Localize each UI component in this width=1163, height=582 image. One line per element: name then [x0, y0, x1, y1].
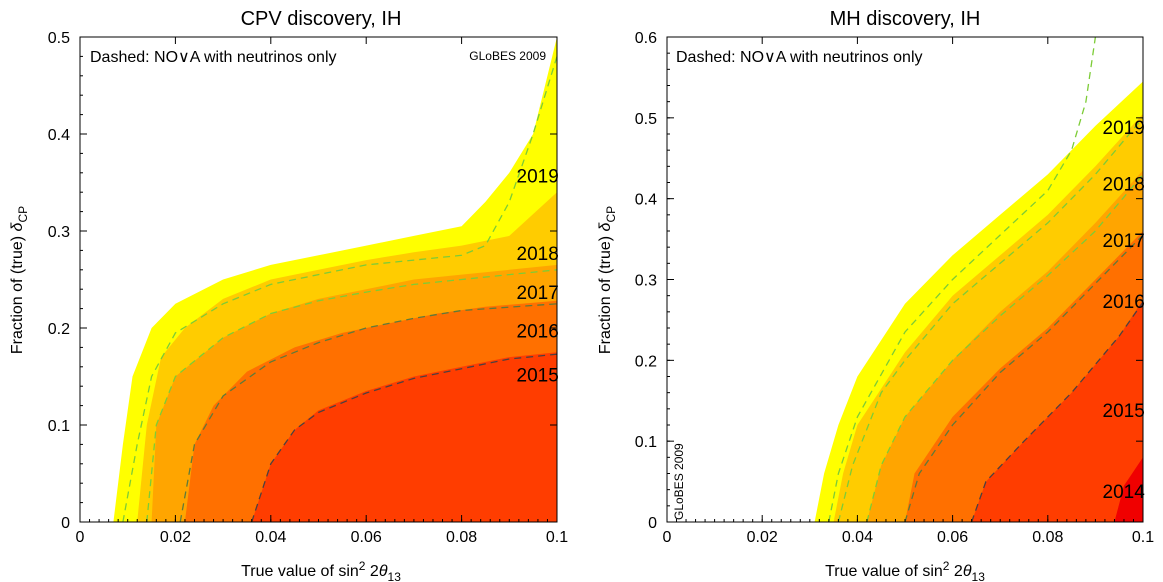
x-tick-label: 0.06: [937, 529, 968, 546]
y-tick-label: 0.3: [48, 224, 70, 241]
year-label-2017: 2017: [517, 283, 559, 304]
dashed-contour-1: [146, 269, 557, 522]
region-2015: [80, 352, 557, 522]
x-tick-label: 0.06: [351, 529, 382, 546]
dashed-contour-2: [866, 173, 1143, 522]
year-label-2018: 2018: [517, 244, 559, 265]
y-tick-label: 0: [61, 515, 70, 532]
watermark: GLoBES 2009: [672, 443, 686, 520]
y-tick-label: 0.2: [635, 353, 657, 370]
watermark: GLoBES 2009: [469, 49, 546, 63]
y-tick-label: 0.4: [635, 192, 657, 209]
plot-area: 2019 2018 2017 2016 2015 0 0.02 0.04 0.06 0.08 0.1…: [48, 30, 568, 546]
dashed-contour-0: [122, 56, 557, 522]
year-label-2018: 2018: [1103, 175, 1145, 196]
chart-title: CPV discovery, IH: [241, 8, 402, 30]
x-tick-label: 0.04: [842, 529, 873, 546]
y-tick-label: 0.1: [48, 418, 70, 435]
year-label-2015: 2015: [517, 365, 559, 386]
x-tick-label: 0.1: [1132, 529, 1154, 546]
x-tick-label: 0: [663, 529, 672, 546]
y-tick-label: 0: [648, 515, 657, 532]
plot-area: 2019 2018 2017 2016 2015 2014 0 0.02 0.04 0.06 0.0…: [635, 30, 1154, 546]
x-axis-label: True value of sin2 2θ13: [825, 559, 985, 582]
year-label-2016: 2016: [517, 322, 559, 343]
chart-title: MH discovery, IH: [830, 8, 981, 30]
year-label-2017: 2017: [1103, 231, 1145, 252]
x-tick-label: 0: [76, 529, 85, 546]
dashed-contour-4: [970, 301, 1143, 522]
year-label-2019: 2019: [1103, 118, 1145, 139]
year-label-2019: 2019: [517, 167, 559, 188]
mh-panel: MH discovery, IH 20192018201720162015201…: [597, 8, 1154, 582]
x-tick-label: 0.02: [747, 529, 778, 546]
x-tick-label: 0.1: [546, 529, 568, 546]
region-2015: [667, 299, 1143, 522]
year-label-2015: 2015: [1103, 401, 1145, 422]
x-tick-label: 0.08: [1032, 529, 1063, 546]
x-tick-label: 0.02: [160, 529, 191, 546]
y-tick-label: 0.5: [635, 111, 657, 128]
y-tick-label: 0.2: [48, 321, 70, 338]
dashed-contour-3: [251, 353, 557, 522]
y-tick-label: 0.4: [48, 127, 70, 144]
y-tick-label: 0.6: [635, 30, 657, 47]
dashed-contour-1: [837, 117, 1143, 522]
x-tick-label: 0.08: [446, 529, 477, 546]
regions-group: [667, 37, 1143, 522]
x-tick-label: 0.04: [255, 529, 286, 546]
year-label-2014: 2014: [1103, 482, 1146, 503]
dashed-contour-2: [179, 303, 557, 522]
x-axis-label: True value of sin2 2θ13: [241, 559, 401, 582]
regions-group: [80, 37, 557, 522]
y-axis-label: Fraction of (true) δCP: [597, 206, 618, 354]
y-tick-label: 0.1: [635, 434, 657, 451]
legend-note: Dashed: NO∨A with neutrinos only: [90, 49, 337, 66]
y-axis-label: Fraction of (true) δCP: [9, 206, 30, 354]
y-tick-label: 0.3: [635, 273, 657, 290]
y-tick-label: 0.5: [48, 30, 70, 47]
year-label-2016: 2016: [1103, 292, 1145, 313]
dashed-contour-3: [904, 234, 1143, 522]
legend-note: Dashed: NO∨A with neutrinos only: [676, 49, 923, 66]
